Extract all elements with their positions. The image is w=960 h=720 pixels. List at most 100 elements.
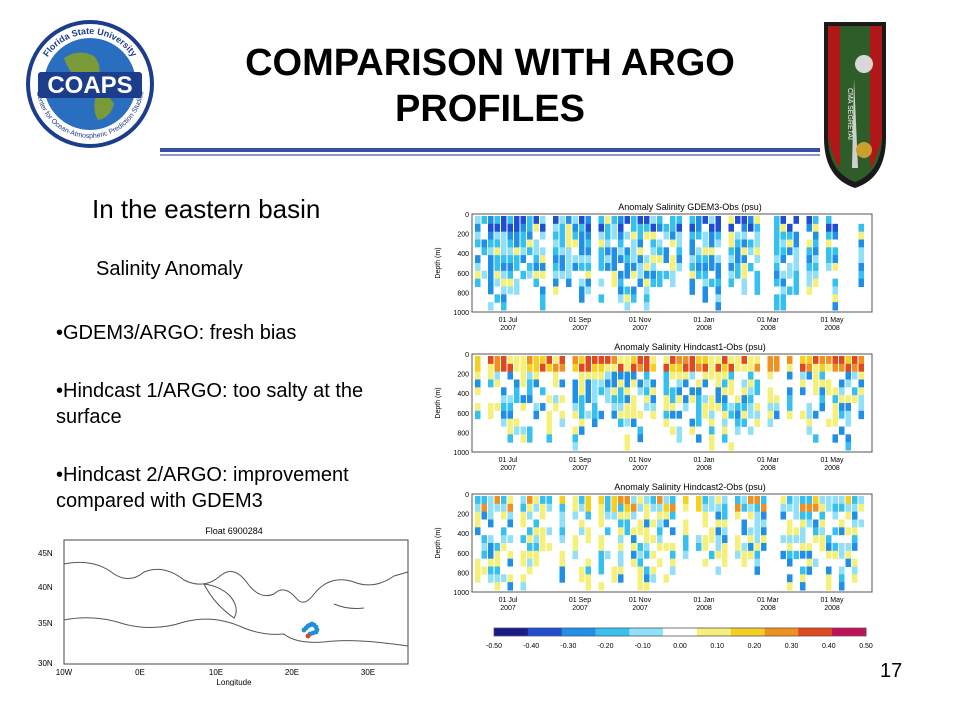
heatmap-cell	[813, 247, 819, 256]
heatmap-cell	[663, 379, 669, 388]
heatmap-cell	[553, 379, 559, 388]
heatmap-cell	[696, 239, 702, 248]
heatmap-cell	[683, 363, 689, 373]
heatmap-cell	[533, 511, 539, 520]
heatmap-cell	[644, 558, 650, 567]
heatmap-cell	[858, 387, 864, 396]
heatmap-cell	[481, 511, 487, 520]
heatmap-cell	[507, 434, 513, 443]
heatmap-cell	[813, 418, 819, 427]
heatmap-cell	[572, 550, 578, 560]
heatmap-cell	[709, 395, 715, 404]
heatmap-cell	[559, 519, 565, 528]
heatmap-cell	[748, 535, 754, 544]
heatmap-cell	[598, 371, 604, 380]
heatmap-cell	[696, 410, 702, 420]
heatmap-cell	[488, 302, 494, 311]
heatmap-cell	[702, 543, 708, 552]
heatmap-cell	[722, 519, 728, 528]
heatmap-cell	[585, 566, 591, 575]
heatmap-cell	[735, 278, 741, 287]
heatmap-cell	[579, 403, 585, 412]
heatmap-cell	[488, 278, 494, 287]
heatmap-cell	[520, 519, 526, 528]
heatmap-cell	[520, 434, 526, 443]
heatmap-cell	[572, 223, 578, 233]
heatmap-cell	[670, 239, 676, 248]
heatmap-cell	[754, 371, 760, 380]
heatmap-cell	[774, 395, 780, 404]
heatmap-cell	[650, 574, 656, 583]
heatmap-cell	[572, 503, 578, 513]
heatmap-cell	[644, 216, 650, 225]
heatmap-cell	[683, 403, 689, 412]
heatmap-cell	[579, 231, 585, 240]
heatmap-cell	[494, 255, 500, 264]
heatmap-cell	[754, 543, 760, 552]
heatmap-cell	[520, 231, 526, 240]
heatmap-cell	[488, 574, 494, 583]
heatmap-cell	[780, 270, 786, 280]
heatmap-cell	[540, 356, 546, 365]
heatmap-cell	[624, 387, 630, 396]
heatmap-cell	[507, 356, 513, 365]
heatmap-cell	[709, 263, 715, 272]
heatmap-cell	[722, 387, 728, 396]
heatmap-cell	[611, 371, 617, 380]
slide-title: COMPARISON WITH ARGO PROFILES	[160, 40, 820, 132]
heatmap-cell	[852, 363, 858, 373]
heatmap-cell	[598, 255, 604, 264]
heatmap-cell	[728, 442, 734, 451]
heatmap-cell	[611, 511, 617, 520]
heatmap-cell	[559, 395, 565, 404]
heatmap-cell	[774, 223, 780, 233]
anomaly-panels: Anomaly Salinity GDEM3-Obs (psu)02004006…	[435, 202, 873, 650]
heatmap-cell	[501, 371, 507, 380]
heatmap-cell	[611, 387, 617, 396]
heatmap-cell	[767, 379, 773, 388]
heatmap-cell	[624, 223, 630, 233]
heatmap-cell	[663, 503, 669, 513]
heatmap-cell	[683, 395, 689, 404]
heatmap-cell	[592, 379, 598, 388]
heatmap-cell	[540, 379, 546, 388]
heatmap-cell	[605, 363, 611, 373]
heatmap-cell	[618, 550, 624, 560]
heatmap-cell	[475, 270, 481, 280]
heatmap-cell	[787, 223, 793, 233]
heatmap-cell	[813, 519, 819, 528]
heatmap-cell	[559, 371, 565, 380]
heatmap-cell	[650, 278, 656, 287]
heatmap-cell	[728, 356, 734, 365]
heatmap-cell	[800, 511, 806, 520]
depth-tick-label: 0	[465, 212, 469, 219]
map-frame	[63, 539, 409, 665]
panel-hindcast2: Anomaly Salinity Hindcast2-Obs (psu)0200…	[435, 482, 873, 612]
heatmap-cell	[650, 263, 656, 272]
heatmap-cell	[527, 387, 533, 396]
heatmap-cell	[663, 574, 669, 583]
colorbar-label: -0.40	[523, 643, 539, 650]
heatmap-cell	[839, 519, 845, 528]
heatmap-cell	[481, 231, 487, 240]
coaps-logo: Florida State University Center for Ocea…	[26, 20, 154, 148]
heatmap-cell	[605, 550, 611, 560]
heatmap-cell	[676, 434, 682, 443]
heatmap-cell	[507, 550, 513, 560]
heatmap-cell	[767, 371, 773, 380]
heatmap-cell	[709, 503, 715, 513]
heatmap-cell	[566, 231, 572, 240]
heatmap-cell	[832, 239, 838, 248]
colorbar-swatch	[696, 628, 732, 636]
heatmap-cell	[501, 566, 507, 575]
page-number: 17	[880, 660, 903, 682]
heatmap-cell	[579, 379, 585, 388]
heatmap-cell	[702, 395, 708, 404]
heatmap-cell	[754, 410, 760, 420]
heatmap-cell	[806, 239, 812, 248]
heatmap-cell	[735, 418, 741, 427]
heatmap-cell	[696, 527, 702, 536]
heatmap-cell	[741, 550, 747, 560]
heatmap-cell	[585, 550, 591, 560]
heatmap-cell	[826, 223, 832, 233]
